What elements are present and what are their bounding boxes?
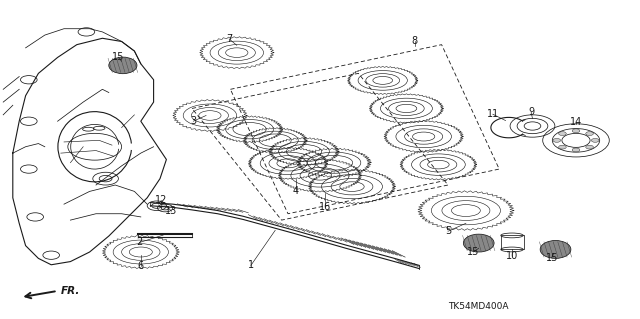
- Circle shape: [586, 145, 593, 149]
- Ellipse shape: [463, 234, 494, 252]
- Text: 7: 7: [226, 34, 232, 44]
- Text: 12: 12: [155, 195, 168, 205]
- Text: TK54MD400A: TK54MD400A: [449, 302, 509, 311]
- Text: 15: 15: [545, 253, 558, 263]
- Text: 13: 13: [165, 206, 178, 216]
- Text: 1: 1: [248, 260, 254, 271]
- Text: 6: 6: [138, 261, 144, 271]
- Text: 3: 3: [190, 116, 196, 126]
- Text: 5: 5: [445, 226, 451, 236]
- Text: 15: 15: [112, 52, 125, 63]
- Circle shape: [553, 138, 561, 142]
- Ellipse shape: [109, 57, 137, 74]
- Text: 14: 14: [570, 117, 582, 127]
- Circle shape: [559, 132, 566, 136]
- Text: FR.: FR.: [61, 286, 80, 296]
- Text: 4: 4: [292, 186, 299, 196]
- Circle shape: [559, 145, 566, 149]
- Text: 10: 10: [506, 251, 518, 261]
- Text: 9: 9: [528, 107, 534, 117]
- Text: 15: 15: [467, 247, 480, 257]
- Text: 8: 8: [412, 35, 418, 46]
- Circle shape: [591, 138, 599, 142]
- Text: 2: 2: [136, 237, 143, 248]
- Circle shape: [572, 129, 580, 133]
- Ellipse shape: [540, 241, 571, 258]
- Text: 11: 11: [486, 109, 499, 119]
- Text: 16: 16: [319, 202, 332, 212]
- Circle shape: [586, 132, 593, 136]
- Circle shape: [572, 148, 580, 152]
